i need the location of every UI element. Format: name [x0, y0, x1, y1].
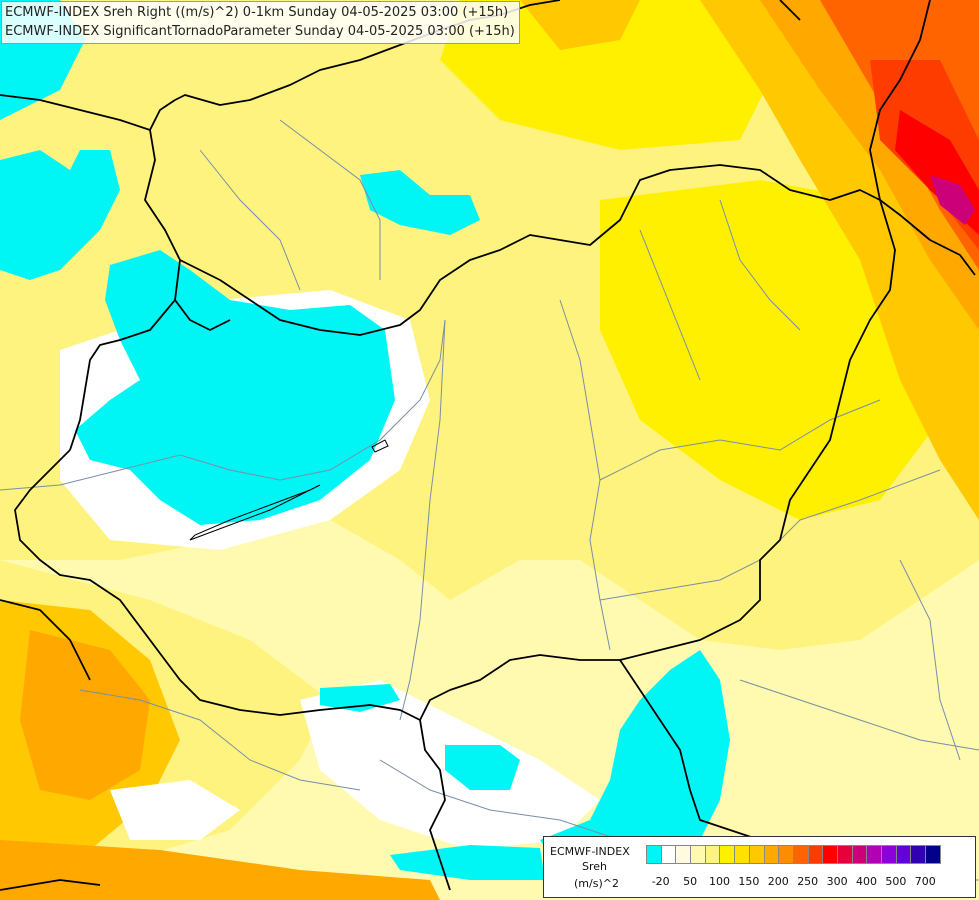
legend-tick-label: 100 — [709, 875, 730, 888]
sreh-field-cyan-center — [75, 250, 395, 525]
sreh-field-magenta — [930, 175, 975, 225]
legend-swatch — [763, 845, 780, 864]
legend-swatch — [748, 845, 765, 864]
sreh-field-white-sw — [110, 780, 240, 840]
legend-ticks: -20 50 100 150 200 250 300 400 500 700 — [646, 875, 976, 891]
lake-outline-small — [371, 439, 389, 453]
color-legend: ECMWF-INDEX Sreh (m/s)^2 -20 50 100 150 200 2… — [543, 836, 976, 898]
legend-tick-label: 300 — [826, 875, 848, 888]
legend-swatches — [646, 845, 941, 864]
sreh-field-cyan-se — [540, 650, 730, 870]
legend-tick-label: 700 — [914, 875, 936, 888]
sreh-field-gold-top — [440, 0, 780, 150]
legend-swatch — [719, 845, 736, 864]
sreh-field-cyan-south — [445, 745, 520, 790]
lake-outline — [189, 484, 321, 541]
sreh-field-cyan-bottom — [390, 845, 545, 880]
sreh-field-orange-nw — [520, 0, 640, 50]
legend-swatch — [792, 845, 809, 864]
legend-swatch — [910, 845, 927, 864]
legend-swatch — [646, 845, 662, 864]
map-title-line2: ECMWF-INDEX SignificantTornadoParameter … — [5, 24, 515, 39]
sreh-field-cyan-w — [0, 150, 120, 280]
legend-swatch — [881, 845, 897, 864]
legend-tick-label: 200 — [767, 875, 789, 888]
map-title-box: ECMWF-INDEX Sreh Right ((m/s)^2) 0-1km S… — [1, 1, 520, 44]
sreh-field-darkorange-sw — [20, 630, 150, 800]
legend-variable: Sreh — [582, 860, 608, 873]
sreh-field-cyan-n — [360, 170, 480, 235]
legend-swatch — [807, 845, 824, 864]
legend-swatch — [675, 845, 692, 864]
sreh-field-orange-bottom — [0, 840, 440, 900]
legend-swatch — [822, 845, 838, 864]
legend-tick-label: 500 — [885, 875, 907, 888]
sreh-field-cyan-small — [320, 684, 400, 712]
legend-model-name: ECMWF-INDEX — [550, 845, 630, 858]
legend-swatch — [690, 845, 706, 864]
legend-swatch — [778, 845, 794, 864]
legend-tick-label: 250 — [797, 875, 819, 888]
legend-swatch — [866, 845, 882, 864]
river-network — [0, 119, 979, 881]
legend-tick-label: 50 — [683, 875, 698, 888]
legend-tick-label: 150 — [738, 875, 760, 888]
legend-tick-label: 400 — [856, 875, 877, 888]
map-title-line1: ECMWF-INDEX Sreh Right ((m/s)^2) 0-1km S… — [5, 5, 509, 20]
sreh-field-gold — [600, 180, 940, 520]
legend-swatch — [704, 845, 721, 864]
legend-swatch — [851, 845, 868, 864]
legend-swatch — [895, 845, 912, 864]
legend-swatch — [925, 845, 941, 864]
legend-swatch — [660, 845, 677, 864]
legend-swatch — [734, 845, 750, 864]
legend-tick-label: -20 — [651, 875, 670, 888]
legend-unit: (m/s)^2 — [574, 877, 619, 890]
legend-swatch — [836, 845, 853, 864]
